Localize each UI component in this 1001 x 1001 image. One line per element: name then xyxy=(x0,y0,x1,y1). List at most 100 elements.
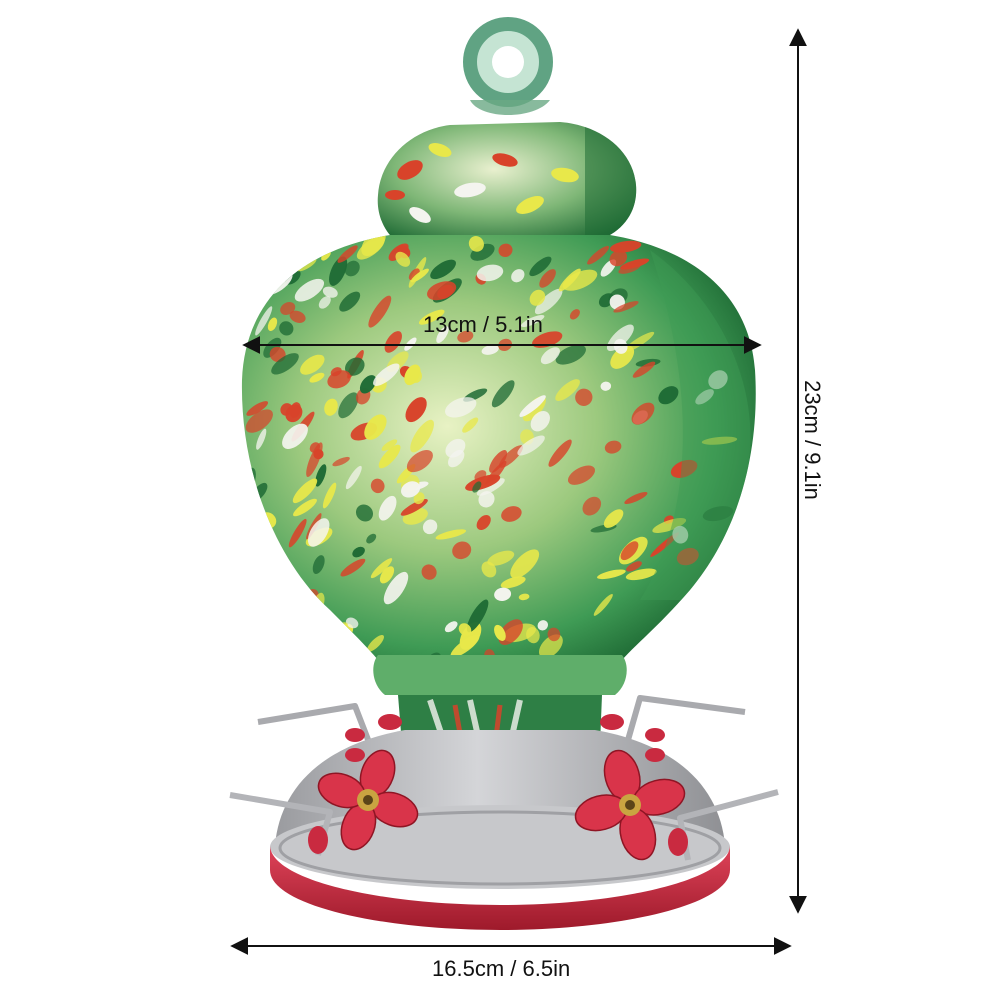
glass-speckle xyxy=(458,623,472,636)
glass-speckle xyxy=(444,397,477,418)
glass-speckle xyxy=(241,497,257,514)
glass-speckle xyxy=(610,240,642,253)
glass-speckle xyxy=(670,459,698,478)
glass-speckle xyxy=(322,622,348,642)
glass-speckle xyxy=(626,561,642,572)
glass-speckle xyxy=(421,564,437,580)
glass-speckle xyxy=(293,498,317,517)
glass-speckle xyxy=(511,269,525,283)
flower-port-back-left xyxy=(345,728,365,762)
glass-speckle xyxy=(322,482,337,509)
glass-speckle xyxy=(487,550,515,566)
glass-speckle xyxy=(491,380,515,408)
glass-speckle xyxy=(562,269,598,291)
glass-speckle xyxy=(329,256,348,286)
glass-speckle xyxy=(246,401,269,416)
glass-speckle xyxy=(322,286,338,298)
glass-speckle xyxy=(494,624,506,641)
glass-speckle xyxy=(517,435,545,456)
glass-speckle xyxy=(255,306,273,336)
glass-speckle xyxy=(370,558,393,579)
glass-speckle xyxy=(279,321,294,336)
glass-speckle xyxy=(652,518,687,533)
glass-speckle xyxy=(413,492,425,505)
glass-speckle xyxy=(422,519,438,535)
glass-speckle xyxy=(547,627,561,642)
flower-port-back-center-right xyxy=(600,714,624,730)
flower-port-back-right xyxy=(645,728,665,762)
glass-speckle xyxy=(613,301,639,313)
flower-port-left xyxy=(317,749,419,851)
glass-speckle xyxy=(537,620,549,631)
glass-speckle xyxy=(279,250,298,270)
glass-speckle xyxy=(609,250,628,267)
glass-speckle xyxy=(539,269,556,288)
glass-speckle xyxy=(526,626,540,644)
glass-speckle xyxy=(338,392,359,419)
glass-speckle xyxy=(472,481,482,493)
glass-speckle xyxy=(631,402,655,425)
glass-speckle xyxy=(383,571,409,605)
glass-speckle xyxy=(364,414,387,440)
glass-speckle xyxy=(600,381,612,391)
glass-speckle xyxy=(345,465,362,490)
perch-back-right xyxy=(625,695,746,741)
glass-speckle xyxy=(569,309,580,320)
glass-speckle xyxy=(306,442,323,478)
glass-speckle xyxy=(373,363,400,386)
glass-speckle xyxy=(682,606,718,625)
glass-speckle xyxy=(711,245,734,260)
glass-speckle xyxy=(567,465,596,485)
glass-speckle xyxy=(241,287,254,302)
glass-speckle xyxy=(430,259,457,280)
glass-speckle xyxy=(426,281,457,301)
flower-port-front-left-edge xyxy=(308,826,328,854)
glass-speckle xyxy=(309,602,323,616)
glass-speckle xyxy=(466,599,489,633)
glass-speckle xyxy=(241,638,254,660)
glass-speckle xyxy=(593,593,613,616)
glass-speckle xyxy=(624,491,648,505)
glass-speckle xyxy=(501,506,522,522)
glass-speckle xyxy=(285,404,303,423)
glass-speckle xyxy=(410,268,429,283)
glass-speckle xyxy=(534,288,563,315)
glass-speckle xyxy=(315,464,327,487)
glass-speckle xyxy=(500,576,526,589)
glass-speckle xyxy=(300,354,325,375)
glass-speckle xyxy=(241,584,253,596)
height-dimension-label: 23cm / 9.1in xyxy=(800,380,825,500)
glass-speckle xyxy=(702,506,734,522)
glass-speckle xyxy=(548,439,572,467)
glass-speckle xyxy=(292,478,318,504)
glass-speckle xyxy=(381,439,398,451)
glass-speckle xyxy=(632,361,656,378)
glass-speckle xyxy=(529,289,546,306)
glass-speckle xyxy=(245,409,273,433)
glass-speckle xyxy=(241,300,254,317)
glass-speckle xyxy=(468,236,484,252)
glass-speckle xyxy=(271,353,299,375)
glass-speckle xyxy=(345,617,359,629)
glass-speckle xyxy=(582,496,602,516)
glass-speckle xyxy=(620,258,650,270)
glass-speckle xyxy=(650,532,680,557)
glass-speckle xyxy=(708,370,728,390)
glass-speckle xyxy=(408,268,420,281)
glass-speckle xyxy=(267,317,278,332)
glass-speckle xyxy=(530,411,550,432)
glass-speckle xyxy=(370,478,385,494)
glass-speckle xyxy=(309,372,325,383)
flower-port-back-center-left xyxy=(378,714,402,730)
glass-speckle xyxy=(368,295,392,328)
glass-speckle xyxy=(476,514,491,531)
glass-speckle xyxy=(555,379,580,402)
glass-speckle xyxy=(444,621,458,633)
glass-speckle xyxy=(518,593,530,601)
glass-speckle xyxy=(510,549,540,579)
glass-speckle xyxy=(494,587,512,601)
glass-speckle xyxy=(695,389,714,405)
glass-speckle xyxy=(498,243,513,258)
glass-speckle xyxy=(405,397,427,423)
glass-speckle xyxy=(282,423,308,449)
